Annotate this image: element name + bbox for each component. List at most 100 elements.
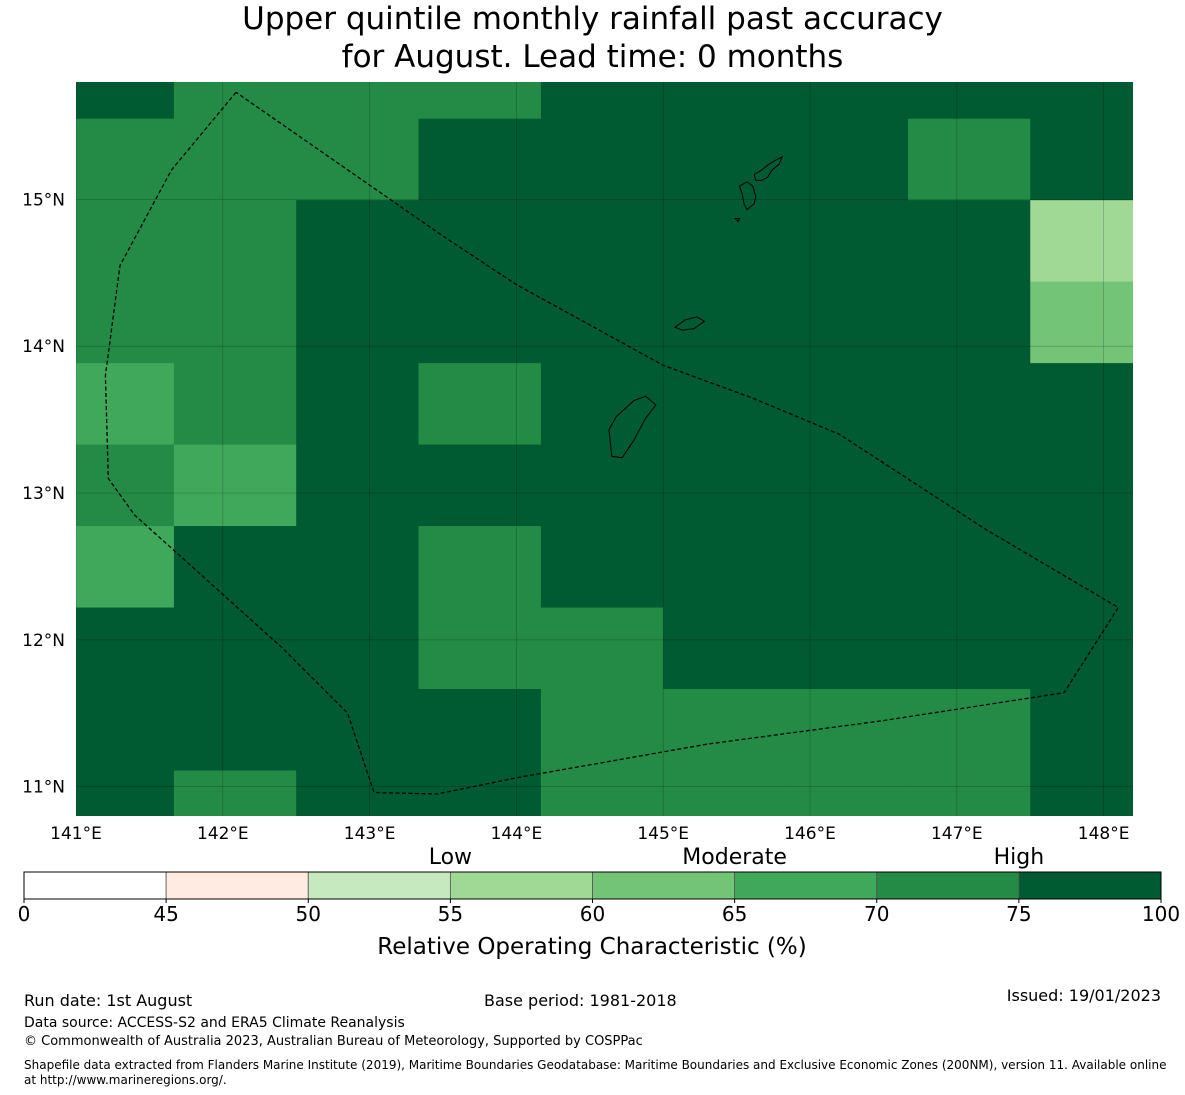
grid-cell xyxy=(663,281,787,364)
grid-cell xyxy=(76,444,175,527)
longitude-label: 144°E xyxy=(491,824,543,844)
grid-cell xyxy=(1030,118,1133,201)
grid-cell xyxy=(1030,82,1133,120)
grid-cell xyxy=(76,770,175,816)
colorbar-tick-label: 45 xyxy=(153,902,178,926)
grid-cell xyxy=(418,689,542,772)
run-date: Run date: 1st August xyxy=(24,991,193,1010)
grid-cell xyxy=(173,200,297,283)
grid-cell xyxy=(785,82,909,120)
grid-cell xyxy=(540,607,664,690)
rainfall-accuracy-grid xyxy=(76,82,1133,816)
coastlines xyxy=(608,155,784,459)
grid-cell xyxy=(540,444,664,527)
colorbar-bin xyxy=(1018,871,1162,900)
grid-cell xyxy=(907,770,1031,816)
grid-cell xyxy=(540,363,664,446)
grid-cell xyxy=(296,607,420,690)
latitude-label: 13°N xyxy=(22,484,65,504)
colorbar-bin xyxy=(23,871,167,900)
grid-cell xyxy=(785,526,909,609)
grid-cell xyxy=(907,689,1031,772)
grid-cell xyxy=(1030,200,1133,283)
latitude-label: 12°N xyxy=(22,631,65,651)
colorbar-title: Relative Operating Characteristic (%) xyxy=(377,934,806,960)
grid-cell xyxy=(785,363,909,446)
grid-cell xyxy=(418,526,542,609)
grid-cell xyxy=(785,444,909,527)
grid-cell xyxy=(907,444,1031,527)
grid-cell xyxy=(1030,607,1133,690)
colorbar-tick-label: 75 xyxy=(1006,902,1031,926)
grid-cell xyxy=(76,200,175,283)
grid-cell xyxy=(1030,444,1133,527)
grid-cell xyxy=(907,526,1031,609)
colorbar-bin xyxy=(165,871,309,900)
grid-cell xyxy=(76,607,175,690)
grid-cell xyxy=(296,281,420,364)
grid-cell xyxy=(173,118,297,201)
grid-cell xyxy=(296,82,420,120)
colorbar-bin xyxy=(592,871,736,900)
grid-cell xyxy=(540,281,664,364)
colorbar-category-labels: Low Moderate High xyxy=(429,845,1044,870)
grid-cell xyxy=(296,118,420,201)
grid-cell xyxy=(540,82,664,120)
grid-cell xyxy=(663,526,787,609)
grid-cell xyxy=(418,200,542,283)
grid-cell xyxy=(296,363,420,446)
colorbar-tick-label: 0 xyxy=(18,902,31,926)
grid-cell xyxy=(785,607,909,690)
grid-cell xyxy=(663,689,787,772)
grid-cell xyxy=(907,363,1031,446)
latitude-label: 14°N xyxy=(22,337,65,357)
grid-cell xyxy=(173,281,297,364)
colorbar-tick-label: 70 xyxy=(864,902,889,926)
grid-cell xyxy=(173,770,297,816)
latitude-labels: 11°N 12°N 13°N 14°N 15°N xyxy=(22,190,65,797)
colorbar-bin xyxy=(307,871,451,900)
island-coastline xyxy=(753,155,784,181)
longitude-label: 141°E xyxy=(50,824,102,844)
shapefile-credit: Shapefile data extracted from Flanders M… xyxy=(24,1058,1167,1087)
island-coastline xyxy=(608,395,657,459)
grid-cell xyxy=(296,444,420,527)
grid-cell xyxy=(418,281,542,364)
grid-cell xyxy=(663,444,787,527)
grid-cell xyxy=(418,363,542,446)
grid-cell xyxy=(76,281,175,364)
grid-cell xyxy=(907,118,1031,201)
grid-cell xyxy=(76,689,175,772)
grid-cell xyxy=(1030,770,1133,816)
grid-cell xyxy=(663,118,787,201)
colorbar-tick-label: 50 xyxy=(296,902,321,926)
grid-cell xyxy=(173,607,297,690)
latitude-label: 11°N xyxy=(22,778,65,798)
island-coastline xyxy=(734,218,741,223)
grid-cell xyxy=(418,770,542,816)
grid-cell xyxy=(418,607,542,690)
colorbar-bin xyxy=(734,871,878,900)
longitude-label: 142°E xyxy=(197,824,249,844)
grid-cell xyxy=(418,82,542,120)
colorbar-tick-label: 60 xyxy=(580,902,605,926)
grid-cell xyxy=(540,770,664,816)
grid-cell xyxy=(173,444,297,527)
title-line-1: Upper quintile monthly rainfall past acc… xyxy=(242,1,943,37)
longitude-labels: 141°E 142°E 143°E 144°E 145°E 146°E 147°E 148°E xyxy=(50,824,1129,844)
longitude-label: 145°E xyxy=(637,824,689,844)
grid-cell xyxy=(907,607,1031,690)
grid-cell xyxy=(540,526,664,609)
island-coastline xyxy=(673,316,706,331)
colorbar-tick-label: 55 xyxy=(438,902,463,926)
copyright: © Commonwealth of Australia 2023, Austra… xyxy=(24,1034,643,1049)
grid-cell xyxy=(296,689,420,772)
grid-cell xyxy=(785,200,909,283)
grid-cell xyxy=(76,526,175,609)
colorbar-tick-labels: 0 45 50 55 60 65 70 75 100 xyxy=(18,899,1180,926)
grid-cell xyxy=(907,82,1031,120)
grid-cell xyxy=(418,444,542,527)
grid-cell xyxy=(173,689,297,772)
latitude-label: 15°N xyxy=(22,190,65,210)
